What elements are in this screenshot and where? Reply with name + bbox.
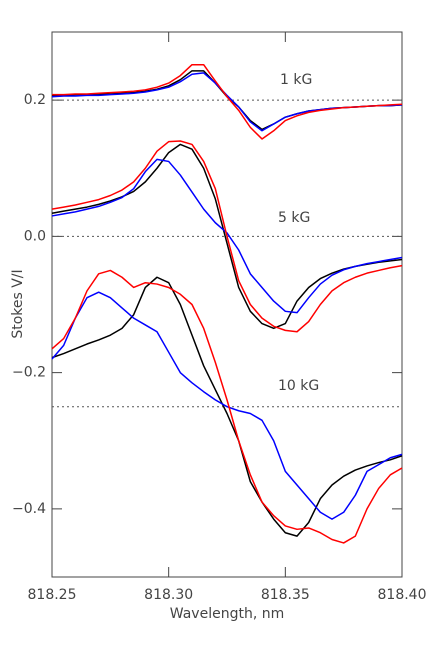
line-series bbox=[51, 269, 403, 544]
y-tick-label: 0.0 bbox=[24, 228, 46, 244]
annotation: 1 kG bbox=[280, 72, 312, 88]
line-series bbox=[51, 291, 403, 520]
line-series bbox=[51, 72, 403, 132]
y-tick-label: −0.2 bbox=[12, 365, 46, 381]
plot-frame bbox=[51, 31, 403, 578]
x-tick-label: 818.35 bbox=[261, 587, 310, 603]
x-tick-label: 818.40 bbox=[378, 587, 427, 603]
line-series bbox=[51, 276, 403, 537]
line-series bbox=[51, 158, 403, 314]
x-axis-label: Wavelength, nm bbox=[170, 606, 284, 622]
line-series bbox=[51, 140, 403, 333]
annotation: 5 kG bbox=[278, 210, 310, 226]
y-tick-label: 0.2 bbox=[24, 92, 46, 108]
x-tick-label: 818.25 bbox=[28, 587, 77, 603]
y-tick-label: −0.4 bbox=[12, 501, 46, 517]
line-series bbox=[52, 63, 403, 140]
annotation: 10 kG bbox=[278, 378, 319, 394]
x-tick-label: 818.30 bbox=[144, 587, 193, 603]
y-axis-label: Stokes V/I bbox=[10, 269, 26, 338]
